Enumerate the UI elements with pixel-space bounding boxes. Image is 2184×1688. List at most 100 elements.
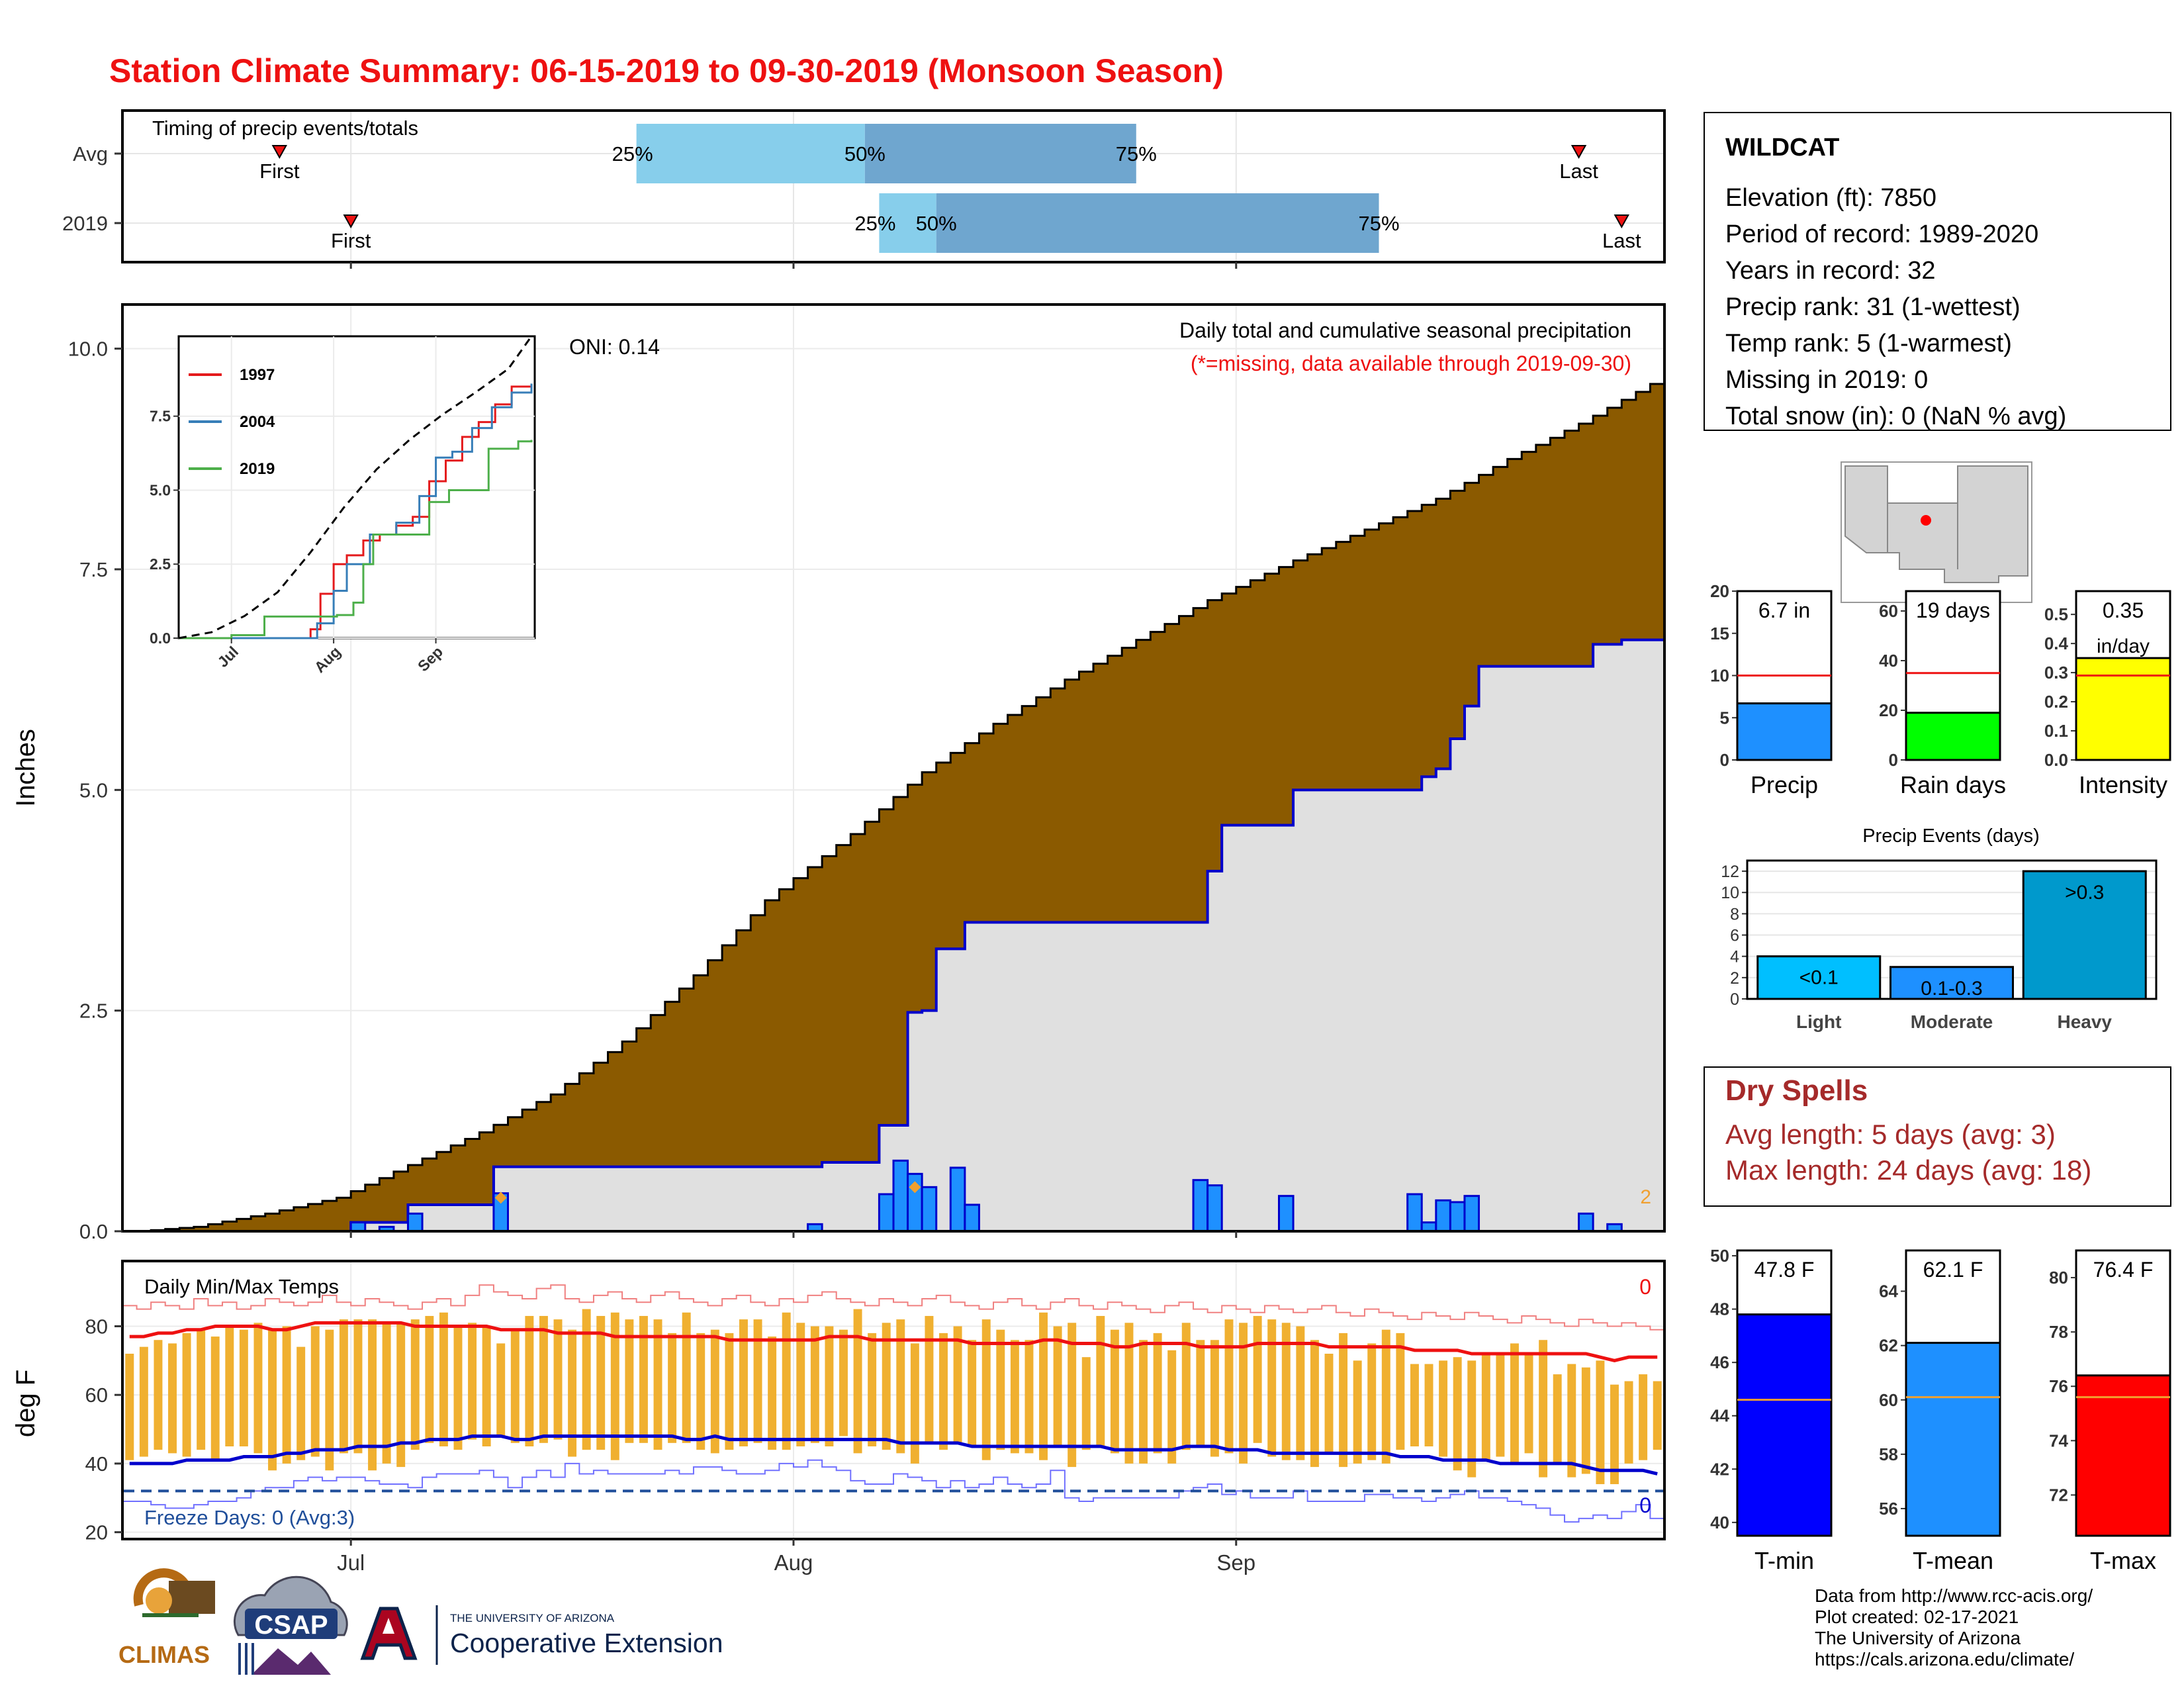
credit-line: https://cals.arizona.edu/climate/ <box>1815 1649 2074 1669</box>
events-bar-label: >0.3 <box>2065 882 2104 904</box>
mini-y-tick-label: 60 <box>1879 1390 1898 1410</box>
daily-temp-range-bar <box>1410 1364 1419 1446</box>
daily-temp-range-bar <box>553 1319 563 1440</box>
credit-line: Data from http://www.rcc-acis.org/ <box>1815 1585 2093 1606</box>
precip-events-panel: Precip Events (days) 0 2 4 6 8 10 12 <0.1 Light 0… <box>1721 825 2158 1032</box>
daily-temp-range-bar <box>468 1323 477 1440</box>
record-high-line <box>122 1284 1664 1331</box>
daily-precip-bar <box>1578 1212 1594 1233</box>
daily-temp-range-bar <box>1039 1312 1048 1460</box>
daily-temp-range-bar <box>1481 1354 1490 1460</box>
daily-temp-range-bar <box>853 1309 862 1454</box>
oni-label: ONI: 0.14 <box>569 335 660 359</box>
daily-temp-range-bar <box>154 1340 163 1450</box>
daily-temp-range-bar <box>425 1315 434 1443</box>
timing-last-label: Last <box>1602 229 1641 252</box>
daily-temp-range-bar <box>582 1309 591 1450</box>
station-info-line: Period of record: 1989-2020 <box>1725 220 2038 248</box>
mini-category-label: T-mean <box>1913 1547 1993 1574</box>
events-y-tick-label: 6 <box>1730 927 1739 945</box>
daily-temp-range-bar <box>668 1333 677 1443</box>
timing-last-label: Last <box>1559 160 1598 183</box>
daily-temp-range-bar <box>1596 1360 1605 1485</box>
daily-temp-range-bar <box>1281 1323 1291 1460</box>
timing-first-marker <box>271 145 288 160</box>
mini-category-label: T-max <box>2090 1547 2156 1574</box>
daily-precip-bar <box>1449 1201 1466 1233</box>
daily-temp-range-bar <box>1353 1360 1362 1464</box>
mini-y-tick-label: 15 <box>1710 624 1729 643</box>
timing-bar-50-75 <box>936 193 1379 253</box>
daily-temp-range-bar <box>596 1315 606 1450</box>
mini-y-tick-label: 20 <box>1879 700 1898 720</box>
daily-temp-range-bar <box>1524 1354 1533 1454</box>
timing-bar-25-50 <box>879 193 936 253</box>
daily-temp-range-bar <box>1181 1323 1191 1450</box>
dry-spells-box: Dry Spells Avg length: 5 days (avg: 3) M… <box>1704 1066 2171 1207</box>
daily-temp-range-bar <box>896 1319 905 1454</box>
daily-temp-range-bar <box>968 1340 977 1446</box>
station-info-line: Precip rank: 31 (1-wettest) <box>1725 293 2021 321</box>
daily-temp-range-bar <box>1324 1354 1334 1454</box>
mini-value-label: 6.7 in <box>1758 598 1810 622</box>
daily-temp-range-bar <box>1639 1374 1648 1460</box>
daily-temp-range-bar <box>296 1346 306 1460</box>
daily-temp-range-bar <box>768 1336 777 1450</box>
precip-y-tick-label: 2.5 <box>79 1000 108 1023</box>
daily-temp-range-bar <box>1381 1329 1390 1464</box>
daily-precip-bar <box>921 1186 938 1233</box>
daily-temp-range-bar <box>839 1329 848 1436</box>
dry-spells-title: Dry Spells <box>1725 1074 1868 1107</box>
daily-temp-range-bar <box>710 1329 719 1454</box>
daily-temp-range-bar <box>210 1336 220 1460</box>
mini-value-bar <box>1736 702 1833 761</box>
mini-y-tick-label: 50 <box>1710 1246 1729 1266</box>
station-location-marker <box>1921 515 1931 526</box>
events-bar-heavy <box>2022 870 2147 1000</box>
mini-y-tick-label: 40 <box>1879 651 1898 671</box>
ua-small-text: THE UNIVERSITY OF ARIZONA <box>450 1612 615 1624</box>
daily-temp-range-bar <box>753 1319 762 1443</box>
precip-y-tick-label: 0.0 <box>79 1220 108 1243</box>
timing-title: Timing of precip events/totals <box>152 117 418 140</box>
min-count-label: 0 <box>1639 1493 1651 1517</box>
station-info-line: Elevation (ft): 7850 <box>1725 184 1936 212</box>
csap-logo: CSAP <box>233 1575 348 1675</box>
daily-temp-range-bar <box>1224 1319 1234 1454</box>
climas-logo: CLIMAS <box>118 1568 215 1668</box>
station-info-box: WILDCAT Elevation (ft): 7850 Period of re… <box>1704 112 2171 431</box>
missing-day-marker <box>909 1181 921 1194</box>
mini-value-bar <box>1905 712 2001 761</box>
daily-precip-bar <box>1406 1193 1423 1233</box>
daily-temp-range-bar <box>1096 1315 1105 1446</box>
daily-temp-range-bar <box>782 1312 791 1450</box>
station-info-line: Total snow (in): 0 (NaN % avg) <box>1725 402 2066 430</box>
daily-temp-range-bar <box>1439 1360 1448 1457</box>
daily-temp-range-bar <box>1296 1326 1305 1460</box>
daily-temp-range-bar <box>1010 1340 1019 1454</box>
seasonal-precip-panels: 0 5 10 15 20 6.7 in Precip 0 20 40 60 19 days Rain d… <box>1710 581 2171 798</box>
daily-temp-range-bar <box>182 1333 191 1457</box>
daily-temp-range-bar <box>925 1315 934 1443</box>
daily-temp-range-bar <box>610 1312 619 1460</box>
events-y-tick-label: 2 <box>1730 969 1739 988</box>
temp-y-tick-label: 80 <box>85 1315 108 1338</box>
daily-temp-range-bar <box>1467 1360 1477 1477</box>
dry-spells-avg: Avg length: 5 days (avg: 3) <box>1725 1119 2056 1150</box>
daily-temp-range-bar <box>725 1333 734 1450</box>
mini-y-tick-label: 40 <box>1710 1513 1729 1532</box>
daily-temp-range-bar <box>1424 1364 1433 1446</box>
events-category-label: Moderate <box>1911 1011 1993 1032</box>
daily-temp-range-bar <box>325 1329 334 1471</box>
daily-temp-range-bar <box>225 1326 234 1446</box>
daily-precip-bar <box>964 1203 980 1233</box>
daily-temp-range-bar <box>1310 1340 1319 1468</box>
mini-y-tick-label: 20 <box>1710 581 1729 601</box>
mini-value-label: 62.1 F <box>1923 1258 1983 1282</box>
daily-temp-range-bar <box>496 1343 506 1436</box>
daily-temp-range-bar <box>1053 1326 1062 1446</box>
daily-temp-range-bar <box>1581 1367 1590 1474</box>
daily-temp-range-bar <box>696 1333 705 1450</box>
events-category-label: Light <box>1796 1011 1841 1032</box>
mini-y-tick-label: 80 <box>2049 1268 2068 1288</box>
